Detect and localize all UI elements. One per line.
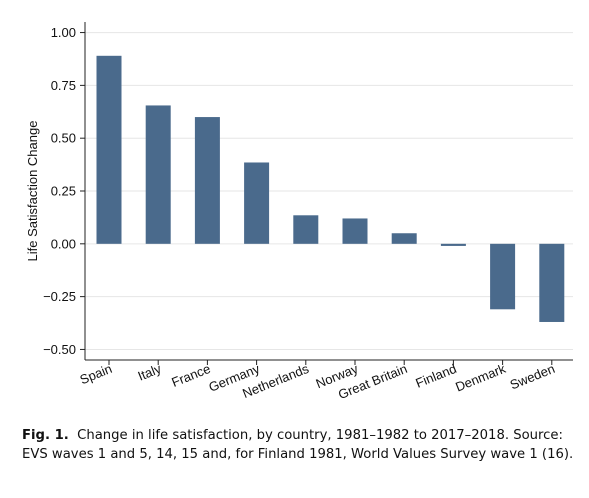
bar-finland <box>440 243 466 246</box>
figure-caption-text: Change in life satisfaction, by country,… <box>22 428 574 462</box>
bar-spain <box>96 55 122 244</box>
bar-denmark <box>490 243 516 310</box>
y-tick-label: 0.00 <box>51 236 76 251</box>
x-tick-label: Sweden <box>508 361 557 393</box>
bar-chart: 1.00 0.75 0.50 0.25 0.00 −0.25 −0.50 Spain Ital… <box>25 22 573 402</box>
y-tick-label: −0.25 <box>43 289 76 304</box>
figure-caption: Fig. 1. Change in life satisfaction, by … <box>22 426 574 464</box>
bar-norway <box>342 218 368 244</box>
x-tick-label: Italy <box>136 361 164 384</box>
bars <box>96 55 565 322</box>
bar-netherlands <box>293 215 319 244</box>
y-tick-label: 0.75 <box>51 78 76 93</box>
figure-label: Fig. 1. <box>22 428 69 443</box>
bar-france <box>194 117 220 244</box>
y-ticks: 1.00 0.75 0.50 0.25 0.00 −0.25 −0.50 <box>43 25 85 357</box>
y-tick-label: −0.50 <box>43 342 76 357</box>
y-tick-label: 1.00 <box>51 25 76 40</box>
x-tick-label: Finland <box>413 361 458 391</box>
x-tick-label: Spain <box>78 361 114 387</box>
bar-germany <box>244 162 270 244</box>
x-tick-label: France <box>169 361 212 390</box>
y-axis-label: Life Satisfaction Change <box>25 121 40 262</box>
bar-italy <box>145 105 171 244</box>
bar-great-britain <box>391 233 417 244</box>
y-tick-label: 0.50 <box>51 131 76 146</box>
y-tick-label: 0.25 <box>51 184 76 199</box>
bar-sweden <box>539 243 565 322</box>
x-tick-label: Denmark <box>453 361 508 395</box>
